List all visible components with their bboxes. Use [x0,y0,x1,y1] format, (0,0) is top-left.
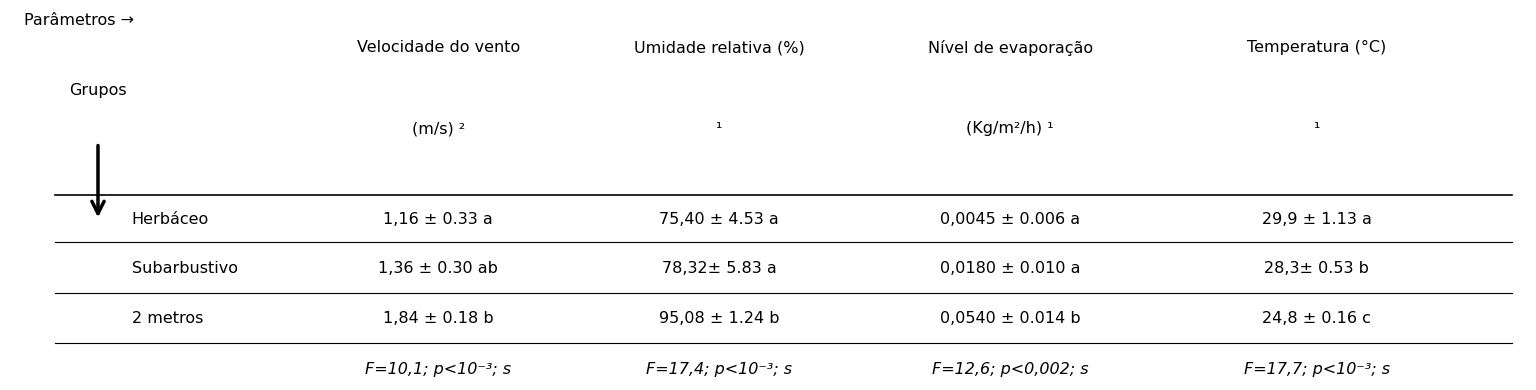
Text: 0,0540 ± 0.014 b: 0,0540 ± 0.014 b [940,311,1080,326]
Text: ¹: ¹ [1313,121,1319,136]
Text: Velocidade do vento: Velocidade do vento [356,40,521,55]
Text: Herbáceo: Herbáceo [132,211,209,227]
Text: (m/s) ²: (m/s) ² [412,121,465,136]
Text: 1,16 ± 0.33 a: 1,16 ± 0.33 a [384,211,493,227]
Text: Temperatura (°C): Temperatura (°C) [1247,40,1387,55]
Text: F=12,6; p<0,002; s: F=12,6; p<0,002; s [932,362,1089,377]
Text: Umidade relativa (%): Umidade relativa (%) [633,40,805,55]
Text: 75,40 ± 4.53 a: 75,40 ± 4.53 a [659,211,779,227]
Text: 0,0045 ± 0.006 a: 0,0045 ± 0.006 a [940,211,1080,227]
Text: 2 metros: 2 metros [132,311,203,326]
Text: F=17,4; p<10⁻³; s: F=17,4; p<10⁻³; s [645,362,793,377]
Text: Subarbustivo: Subarbustivo [132,261,238,276]
Text: 29,9 ± 1.13 a: 29,9 ± 1.13 a [1263,211,1372,227]
Text: 28,3± 0.53 b: 28,3± 0.53 b [1264,261,1369,276]
Text: F=17,7; p<10⁻³; s: F=17,7; p<10⁻³; s [1244,362,1390,377]
Text: 78,32± 5.83 a: 78,32± 5.83 a [662,261,776,276]
Text: 0,0180 ± 0.010 a: 0,0180 ± 0.010 a [940,261,1080,276]
Text: Grupos: Grupos [69,83,127,98]
Text: (Kg/m²/h) ¹: (Kg/m²/h) ¹ [966,121,1054,136]
Text: 95,08 ± 1.24 b: 95,08 ± 1.24 b [659,311,779,326]
Text: Parâmetros →: Parâmetros → [25,13,134,28]
Text: ¹: ¹ [716,121,722,136]
Text: F=10,1; p<10⁻³; s: F=10,1; p<10⁻³; s [366,362,511,377]
Text: 24,8 ± 0.16 c: 24,8 ± 0.16 c [1263,311,1372,326]
Text: 1,84 ± 0.18 b: 1,84 ± 0.18 b [382,311,493,326]
Text: Nível de evaporação: Nível de evaporação [928,40,1092,56]
Text: 1,36 ± 0.30 ab: 1,36 ± 0.30 ab [378,261,498,276]
